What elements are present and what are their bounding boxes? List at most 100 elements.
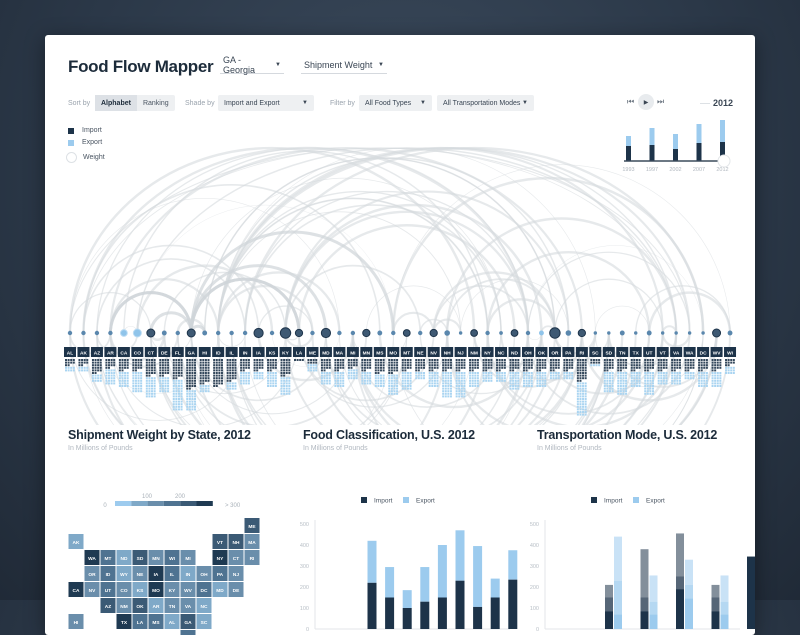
state-tile-nh[interactable]: NH (228, 534, 244, 549)
state-label-mt[interactable]: MT (400, 347, 413, 357)
state-label-nj[interactable]: NJ (454, 347, 467, 357)
state-tile-al[interactable]: AL (164, 614, 180, 629)
state-tile-nv[interactable]: NV (84, 582, 100, 597)
state-label-dc[interactable]: DC (697, 347, 710, 357)
state-tile-nc[interactable]: NC (196, 598, 212, 613)
sort-alphabet-button[interactable]: Alphabet (95, 95, 137, 111)
state-tile-nd[interactable]: ND (116, 550, 132, 565)
state-label-mo[interactable]: MO (387, 347, 400, 357)
state-tile-ct[interactable]: CT (228, 550, 244, 565)
state-tile-tn[interactable]: TN (164, 598, 180, 613)
state-label-va[interactable]: VA (670, 347, 683, 357)
state-label-ar[interactable]: AR (104, 347, 117, 357)
state-tile-wv[interactable]: WV (180, 582, 196, 597)
state-label-ny[interactable]: NY (481, 347, 494, 357)
state-tile-ny[interactable]: NY (212, 550, 228, 565)
state-label-ok[interactable]: OK (535, 347, 548, 357)
state-label-ks[interactable]: KS (266, 347, 279, 357)
year-timeline[interactable]: 1993 1997 2002 2007 2012 (620, 115, 740, 175)
skip-forward-icon[interactable]: ⏭ (657, 97, 665, 106)
state-tile-fl[interactable]: FL (180, 630, 196, 635)
state-tile-ms[interactable]: MS (148, 614, 164, 629)
state-tile-mn[interactable]: MN (148, 550, 164, 565)
state-label-az[interactable]: AZ (90, 347, 103, 357)
state-label-ri[interactable]: RI (575, 347, 588, 357)
sort-ranking-button[interactable]: Ranking (142, 99, 169, 107)
state-tile-ak[interactable]: AK (68, 534, 84, 549)
state-label-ca[interactable]: CA (117, 347, 130, 357)
state-tile-il[interactable]: IL (164, 566, 180, 581)
state-tile-wy[interactable]: WY (116, 566, 132, 581)
state-tile-wa[interactable]: WA (84, 550, 100, 565)
state-label-nm[interactable]: NM (468, 347, 481, 357)
state-select[interactable]: GA - Georgia ▼ (220, 55, 284, 75)
state-label-nh[interactable]: NH (441, 347, 454, 357)
transport-mode-select[interactable]: All Transportation Modes ▼ (437, 95, 534, 111)
state-tile-ok[interactable]: OK (132, 598, 148, 613)
state-tile-tx[interactable]: TX (116, 614, 132, 629)
state-label-co[interactable]: CO (131, 347, 144, 357)
state-label-il[interactable]: IL (225, 347, 238, 357)
state-tile-oh[interactable]: OH (196, 566, 212, 581)
timeline-slider-handle[interactable] (717, 154, 731, 168)
state-label-ut[interactable]: UT (643, 347, 656, 357)
state-tile-vt[interactable]: VT (212, 534, 228, 549)
state-tile-de[interactable]: DE (228, 582, 244, 597)
state-label-or[interactable]: OR (548, 347, 561, 357)
shade-select[interactable]: Import and Export ▼ (218, 95, 314, 111)
state-tile-ca[interactable]: CA (68, 582, 84, 597)
state-tile-me[interactable]: ME (244, 518, 260, 533)
state-tile-sc[interactable]: SC (196, 614, 212, 629)
skip-back-icon[interactable]: ⏮ (627, 97, 635, 106)
state-tile-mi[interactable]: MI (180, 550, 196, 565)
state-tile-ks[interactable]: KS (132, 582, 148, 597)
state-label-ct[interactable]: CT (144, 347, 157, 357)
metric-select[interactable]: Shipment Weight ▼ (301, 56, 387, 74)
state-label-ia[interactable]: IA (252, 347, 265, 357)
state-label-nd[interactable]: ND (508, 347, 521, 357)
state-tile-mt[interactable]: MT (100, 550, 116, 565)
state-tile-az[interactable]: AZ (100, 598, 116, 613)
state-label-pa[interactable]: PA (562, 347, 575, 357)
state-tile-ar[interactable]: AR (148, 598, 164, 613)
state-tile-ky[interactable]: KY (164, 582, 180, 597)
state-tile-ia[interactable]: IA (148, 566, 164, 581)
state-tile-mo[interactable]: MO (148, 582, 164, 597)
state-label-de[interactable]: DE (158, 347, 171, 357)
state-tile-nm[interactable]: NM (116, 598, 132, 613)
state-label-wi[interactable]: WI (724, 347, 737, 357)
state-label-nc[interactable]: NC (495, 347, 508, 357)
state-label-al[interactable]: AL (64, 347, 76, 357)
state-tile-ga[interactable]: GA (180, 614, 196, 629)
state-label-wa[interactable]: WA (683, 347, 696, 357)
state-label-oh[interactable]: OH (521, 347, 534, 357)
food-type-select[interactable]: All Food Types ▼ (359, 95, 432, 111)
state-tile-or[interactable]: OR (84, 566, 100, 581)
state-tile-la[interactable]: LA (132, 614, 148, 629)
state-tile-ma[interactable]: MA (244, 534, 260, 549)
state-tile-dc[interactable]: DC (196, 582, 212, 597)
state-tile-md[interactable]: MD (212, 582, 228, 597)
state-tile-va[interactable]: VA (180, 598, 196, 613)
state-tile-pa[interactable]: PA (212, 566, 228, 581)
state-label-me[interactable]: ME (306, 347, 319, 357)
state-tile-in[interactable]: IN (180, 566, 196, 581)
state-tile-sd[interactable]: SD (132, 550, 148, 565)
state-label-ne[interactable]: NE (414, 347, 427, 357)
state-label-in[interactable]: IN (239, 347, 252, 357)
state-tile-nj[interactable]: NJ (228, 566, 244, 581)
state-tile-hi[interactable]: HI (68, 614, 84, 629)
state-label-sc[interactable]: SC (589, 347, 602, 357)
state-label-mn[interactable]: MN (360, 347, 373, 357)
state-label-id[interactable]: ID (212, 347, 225, 357)
state-tile-id[interactable]: ID (100, 566, 116, 581)
state-tile-ut[interactable]: UT (100, 582, 116, 597)
state-label-tn[interactable]: TN (616, 347, 629, 357)
state-label-vt[interactable]: VT (656, 347, 669, 357)
state-tile-ne[interactable]: NE (132, 566, 148, 581)
state-label-ma[interactable]: MA (333, 347, 346, 357)
state-label-hi[interactable]: HI (198, 347, 211, 357)
state-label-fl[interactable]: FL (171, 347, 184, 357)
state-label-mi[interactable]: MI (346, 347, 359, 357)
play-button[interactable]: ▶ (638, 94, 654, 110)
